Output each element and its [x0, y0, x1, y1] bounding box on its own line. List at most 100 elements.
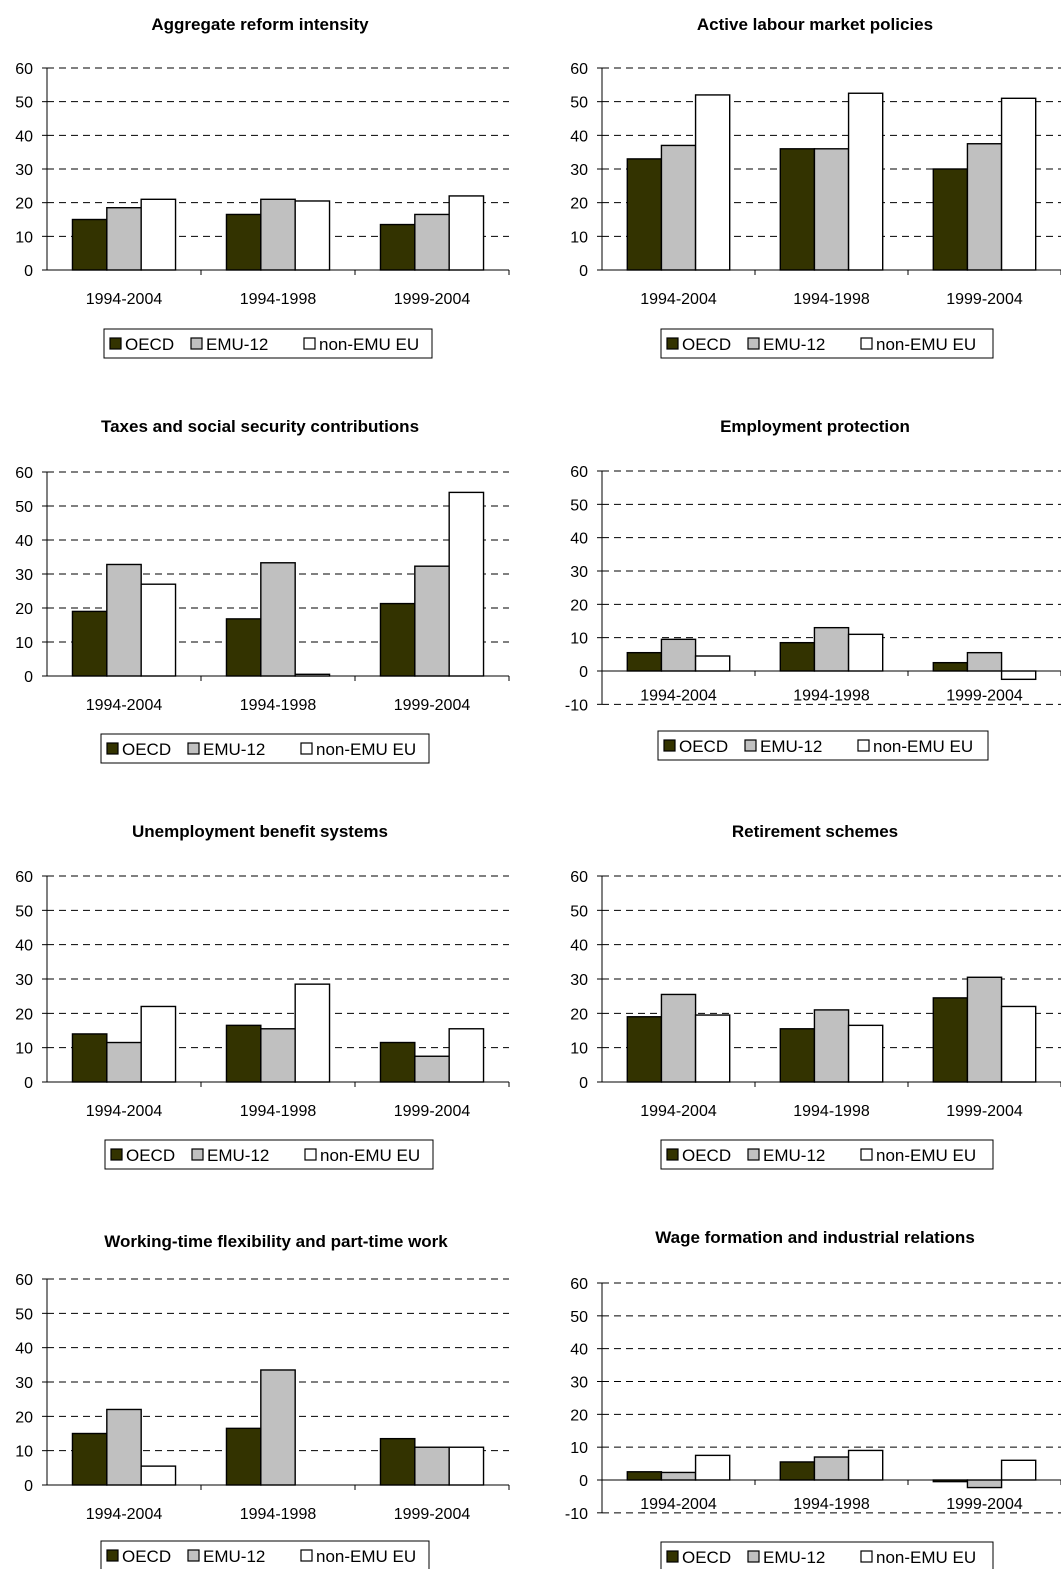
y-tick-label: 20	[570, 196, 588, 213]
legend-label-oecd: OECD	[682, 335, 731, 354]
y-tick-label: 30	[15, 162, 33, 179]
bar-emu-12-1994-2004	[106, 563, 142, 677]
bar-oecd-1994-1998	[779, 1028, 816, 1083]
legend-label-oecd: OECD	[126, 1146, 175, 1165]
legend-swatch-emu-12	[190, 337, 203, 350]
x-tick-label: 1999-2004	[946, 1103, 1023, 1120]
bar-non-emu-eu-1994-1998	[294, 983, 331, 1083]
legend-swatch-emu-12	[747, 1148, 760, 1161]
bar-emu-12-1994-2004	[660, 144, 697, 271]
y-tick-label: 30	[570, 162, 588, 179]
chart-employment-protection: Employment protection -10 0 10 20 30 40 50 60 199…	[565, 417, 1061, 761]
legend-box	[660, 1541, 994, 1569]
legend: OECD EMU-12 non-EMU EU	[100, 733, 430, 764]
bar-oecd-1994-2004	[626, 1016, 663, 1083]
bar-emu-12-1999-2004	[414, 213, 450, 271]
legend-swatch-oecd	[110, 1148, 123, 1161]
chart-title: Taxes and social security contributions	[101, 417, 419, 436]
x-tick-label: 1994-1998	[793, 291, 870, 308]
y-tick-label: 30	[15, 1375, 33, 1392]
y-tick-label: 20	[15, 601, 33, 618]
chart-title: Employment protection	[720, 417, 910, 436]
bar-oecd-1994-1998	[225, 618, 262, 677]
bar-non-emu-eu-1999-2004	[1000, 670, 1037, 681]
chart-unemployment-benefit-systems: Unemployment benefit systems 0 10 20 30 40 50 6…	[15, 822, 510, 1170]
legend-label-oecd: OECD	[679, 737, 728, 756]
y-tick-label: 30	[570, 564, 588, 581]
bar-emu-12-1999-2004	[966, 651, 1003, 672]
legend-swatch-non-emu-eu	[300, 1549, 313, 1562]
x-tick-label: 1994-2004	[640, 1496, 717, 1513]
bar-emu-12-1999-2004	[966, 143, 1003, 271]
legend-label-non-emu-eu: non-EMU EU	[876, 1548, 976, 1567]
legend-swatch-emu-12	[187, 1549, 200, 1562]
y-tick-label: -10	[565, 1506, 588, 1523]
bar-emu-12-1994-1998	[260, 562, 296, 677]
y-tick-label: 10	[570, 1440, 588, 1457]
bar-emu-12-1994-2004	[106, 1041, 142, 1083]
legend-label-non-emu-eu: non-EMU EU	[316, 1547, 416, 1566]
bar-oecd-1994-1998	[779, 641, 816, 672]
legend-box	[100, 1540, 430, 1569]
bar-emu-12-1994-2004	[660, 1471, 697, 1481]
x-tick-label: 1994-2004	[86, 1506, 163, 1523]
y-tick-label: 0	[24, 263, 33, 280]
x-tick-label: 1994-1998	[240, 1506, 317, 1523]
legend: OECD EMU-12 non-EMU EU	[657, 730, 989, 761]
y-tick-label: 50	[570, 95, 588, 112]
bar-oecd-1999-2004	[932, 168, 969, 271]
x-tick-label: 1994-2004	[86, 1103, 163, 1120]
x-tick-label: 1994-2004	[640, 291, 717, 308]
x-tick-label: 1994-1998	[793, 1496, 870, 1513]
y-tick-label: 60	[570, 869, 588, 886]
y-tick-label: 30	[570, 1375, 588, 1392]
y-tick-label: 20	[15, 196, 33, 213]
y-tick-label: 10	[15, 1041, 33, 1058]
bar-non-emu-eu-1994-2004	[694, 655, 731, 672]
bar-non-emu-eu-1994-2004	[140, 1465, 177, 1486]
y-tick-label: 0	[24, 669, 33, 686]
bar-oecd-1999-2004	[379, 223, 416, 271]
bar-non-emu-eu-1999-2004	[448, 195, 485, 271]
x-tick-label: 1994-2004	[640, 687, 717, 704]
x-tick-label: 1999-2004	[946, 291, 1023, 308]
bar-non-emu-eu-1994-1998	[847, 92, 884, 271]
legend-swatch-emu-12	[747, 337, 760, 350]
y-tick-label: 60	[570, 1276, 588, 1293]
legend-box	[103, 328, 433, 359]
bar-oecd-1994-1998	[225, 213, 262, 271]
legend: OECD EMU-12 non-EMU EU	[660, 1139, 994, 1170]
legend-label-emu-12: EMU-12	[207, 1146, 269, 1165]
y-tick-label: 20	[570, 597, 588, 614]
y-tick-label: 30	[570, 972, 588, 989]
chart-title: Wage formation and industrial relations	[655, 1228, 975, 1247]
bar-non-emu-eu-1994-2004	[140, 583, 177, 677]
bar-emu-12-1994-1998	[813, 148, 850, 271]
legend-swatch-emu-12	[744, 739, 757, 752]
chart-title: Retirement schemes	[732, 822, 898, 841]
x-tick-label: 1999-2004	[394, 1506, 471, 1523]
y-tick-label: 20	[570, 1006, 588, 1023]
x-tick-label: 1999-2004	[394, 697, 471, 714]
legend-label-non-emu-eu: non-EMU EU	[320, 1146, 420, 1165]
legend-swatch-non-emu-eu	[860, 337, 873, 350]
y-tick-label: 60	[570, 61, 588, 78]
legend-swatch-non-emu-eu	[300, 742, 313, 755]
legend-swatch-non-emu-eu	[304, 1148, 317, 1161]
y-tick-label: 40	[570, 1342, 588, 1359]
y-tick-label: -10	[565, 697, 588, 714]
y-tick-label: 40	[15, 1341, 33, 1358]
y-tick-label: 40	[15, 128, 33, 145]
bar-non-emu-eu-1999-2004	[448, 1028, 485, 1083]
bar-oecd-1994-1998	[225, 1024, 262, 1083]
y-tick-label: 60	[15, 869, 33, 886]
bar-emu-12-1994-2004	[106, 1408, 142, 1486]
legend-label-oecd: OECD	[682, 1548, 731, 1567]
chart-retirement-schemes: Retirement schemes 0 10 20 30 40 50 60 1994-2004…	[570, 822, 1061, 1170]
bar-emu-12-1994-1998	[813, 1009, 850, 1083]
y-tick-label: 50	[570, 1309, 588, 1326]
y-tick-label: 50	[15, 95, 33, 112]
legend-box	[657, 730, 989, 761]
legend-label-emu-12: EMU-12	[763, 1548, 825, 1567]
